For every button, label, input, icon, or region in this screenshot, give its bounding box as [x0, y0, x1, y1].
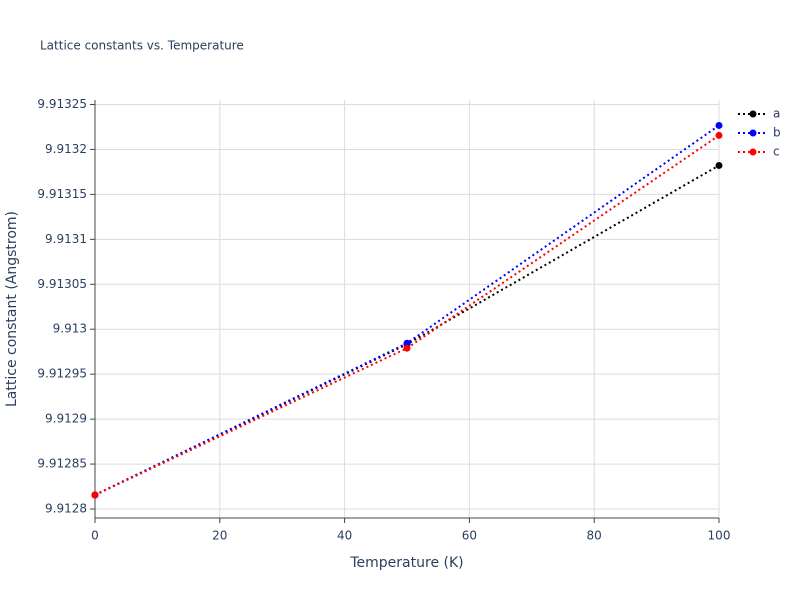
y-tick-label: 9.91295: [37, 367, 87, 381]
legend-label: b: [773, 126, 781, 140]
x-tick-label: 60: [462, 529, 477, 543]
legend-marker: [749, 129, 757, 137]
y-tick-label: 9.9129: [45, 412, 87, 426]
y-tick-label: 9.91325: [37, 97, 87, 111]
x-tick-label: 40: [337, 529, 352, 543]
x-tick-label: 100: [708, 529, 731, 543]
y-tick-label: 9.9132: [45, 142, 87, 156]
series-line: [94, 134, 720, 496]
data-point: [403, 339, 411, 347]
x-tick-label: 80: [587, 529, 602, 543]
y-tick-label: 9.91315: [37, 187, 87, 201]
series-line: [94, 164, 720, 496]
y-tick-label: 9.91285: [37, 457, 87, 471]
chart-title: Lattice constants vs. Temperature: [40, 39, 244, 53]
y-tick-label: 9.9131: [45, 232, 87, 246]
data-point: [403, 344, 411, 352]
y-axis-label: Lattice constant (Angstrom): [4, 211, 20, 407]
legend-label: c: [773, 145, 780, 159]
legend-marker: [749, 148, 757, 156]
x-axis-label: Temperature (K): [349, 555, 463, 571]
x-tick-label: 20: [212, 529, 227, 543]
y-tick-label: 9.913: [53, 322, 87, 336]
data-point: [715, 161, 723, 169]
y-tick-label: 9.91305: [37, 277, 87, 291]
x-tick-label: 0: [91, 529, 99, 543]
data-point: [715, 121, 723, 129]
series-line: [94, 124, 720, 496]
data-point: [91, 491, 99, 499]
legend-label: a: [773, 107, 780, 121]
legend-marker: [749, 110, 757, 118]
data-point: [715, 131, 723, 139]
y-tick-label: 9.9128: [45, 502, 87, 516]
